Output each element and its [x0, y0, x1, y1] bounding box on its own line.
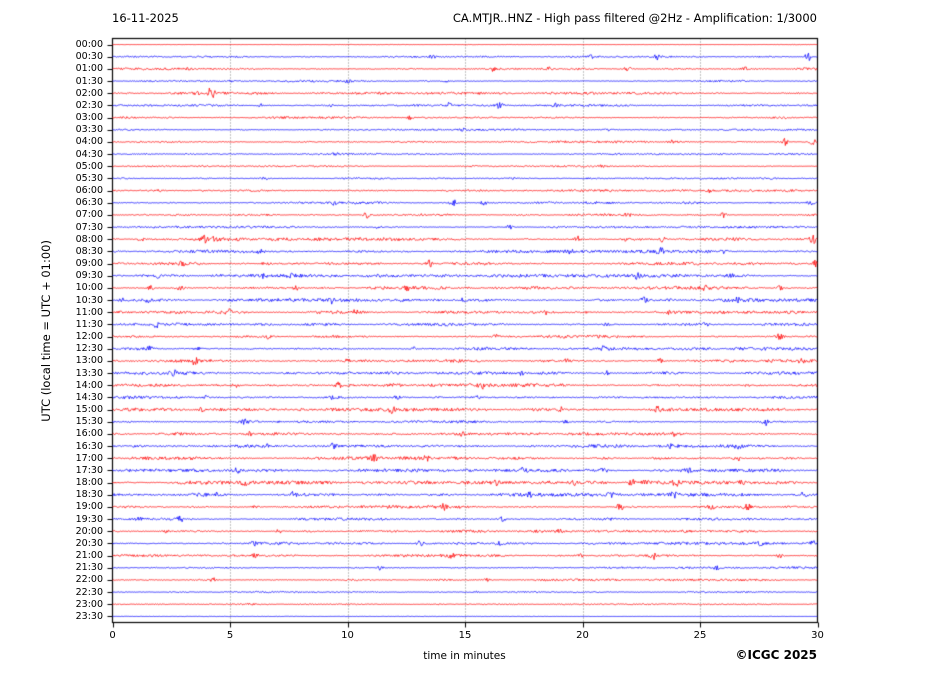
y-tick-label: 00:30 [75, 51, 103, 63]
y-tick-label: 07:30 [75, 221, 103, 233]
y-tick-label: 20:00 [75, 525, 103, 537]
y-tick-label: 08:00 [75, 233, 103, 245]
x-tick-label: 5 [226, 630, 234, 641]
x-tick-label: 25 [693, 630, 707, 641]
y-tick-label: 17:00 [75, 452, 103, 464]
y-tick-label: 02:00 [75, 87, 103, 99]
x-tick-label: 20 [576, 630, 589, 641]
y-tick-label: 21:00 [75, 550, 103, 562]
x-tick-label: 10 [341, 630, 354, 641]
y-tick-label: 18:00 [75, 477, 103, 489]
y-tick-label: 06:30 [75, 197, 103, 209]
y-tick-label: 22:30 [75, 586, 103, 598]
y-tick-label: 09:00 [75, 258, 103, 270]
copyright-text: ©ICGC 2025 [735, 648, 817, 662]
y-tick-label: 11:00 [75, 306, 103, 318]
y-tick-label: 14:00 [75, 379, 103, 391]
y-tick-label: 11:30 [75, 318, 103, 330]
y-tick-label: 03:30 [75, 124, 103, 136]
plot-title: CA.MTJR..HNZ - High pass filtered @2Hz -… [452, 11, 817, 25]
y-tick-label: 10:00 [75, 282, 103, 294]
plot-date: 16-11-2025 [112, 11, 179, 25]
y-tick-label: 14:30 [75, 391, 103, 403]
y-tick-label: 13:30 [75, 367, 103, 379]
y-tick-label: 12:00 [75, 331, 103, 343]
x-tick-label: 0 [109, 630, 116, 641]
y-tick-label: 05:30 [75, 172, 103, 184]
x-tick-label: 15 [458, 630, 472, 641]
y-tick-label: 18:30 [75, 489, 103, 501]
y-tick-label: 15:30 [75, 416, 103, 428]
y-tick-label: 04:00 [75, 136, 103, 148]
y-tick-label: 22:00 [75, 574, 103, 586]
y-tick-label: 16:00 [75, 428, 103, 440]
y-tick-label: 01:30 [75, 75, 103, 87]
y-tick-label: 02:30 [75, 99, 103, 111]
y-tick-label: 15:00 [75, 404, 103, 416]
y-tick-label: 13:00 [75, 355, 103, 367]
y-tick-label: 21:30 [75, 562, 103, 574]
y-tick-label: 23:00 [75, 598, 103, 610]
y-tick-label: 05:00 [75, 160, 103, 172]
y-tick-label: 09:30 [75, 270, 103, 282]
y-axis-label: UTC (local time = UTC + 01:00) [39, 239, 53, 422]
y-tick-label: 06:00 [75, 185, 103, 197]
y-tick-label: 08:30 [75, 245, 103, 257]
y-tick-label: 17:30 [75, 464, 103, 476]
y-tick-label: 20:30 [75, 537, 103, 549]
y-tick-label: 16:30 [75, 440, 103, 452]
y-tick-label: 03:00 [75, 112, 103, 124]
y-tick-label: 04:30 [75, 148, 103, 160]
x-axis-label: time in minutes [423, 650, 506, 662]
y-tick-label: 10:30 [75, 294, 103, 306]
y-tick-label: 01:00 [75, 63, 103, 75]
y-tick-label: 00:00 [75, 39, 103, 51]
y-tick-label: 12:30 [75, 343, 103, 355]
y-tick-label: 19:00 [75, 501, 103, 513]
x-tick-label: 30 [811, 630, 824, 641]
y-tick-label: 19:30 [75, 513, 103, 525]
y-tick-label: 07:00 [75, 209, 103, 221]
y-tick-label: 23:30 [75, 610, 103, 622]
